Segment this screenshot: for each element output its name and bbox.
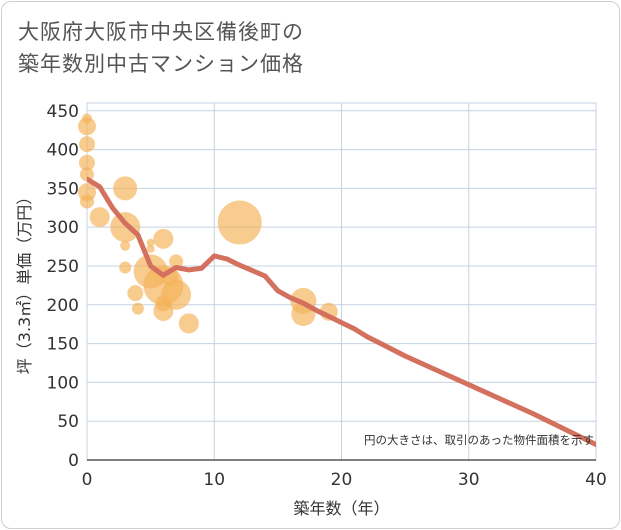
data-bubble — [120, 240, 131, 251]
data-bubble — [78, 117, 96, 136]
data-bubble — [161, 279, 192, 310]
y-tick-label: 300 — [47, 218, 79, 238]
y-tick-label: 450 — [47, 102, 79, 122]
x-tick-label: 20 — [331, 470, 353, 490]
data-bubble — [153, 228, 174, 249]
average-price-line — [87, 176, 596, 447]
y-tick-label: 250 — [47, 257, 79, 277]
data-bubble — [80, 167, 94, 182]
y-tick-label: 100 — [47, 373, 79, 393]
y-tick-label: 0 — [68, 451, 79, 471]
x-axis-label: 築年数（年） — [293, 499, 389, 518]
data-bubble — [119, 261, 132, 274]
data-bubble — [178, 313, 199, 334]
x-tick-label: 0 — [82, 470, 93, 490]
data-bubble — [131, 302, 144, 315]
chart-title-line-1: 大阪府大阪市中央区備後町の — [18, 20, 304, 44]
data-bubble — [113, 176, 138, 201]
data-bubble — [146, 244, 155, 253]
chart-title: 大阪府大阪市中央区備後町の 築年数別中古マンション価格 — [18, 16, 304, 80]
data-bubble — [169, 254, 184, 269]
x-tick-label: 10 — [203, 470, 225, 490]
y-tick-label: 400 — [47, 141, 79, 161]
data-bubble — [127, 285, 144, 302]
data-bubble — [79, 136, 95, 153]
bubble-size-note: 円の大きさは、取引のあった物件面積を示す — [364, 433, 594, 447]
x-tick-label: 40 — [585, 470, 607, 490]
data-bubble — [217, 200, 262, 245]
y-tick-label: 350 — [47, 179, 79, 199]
axes: 0 50 100 150 200 250 300 350 400 450 0 10 20 30 40 — [47, 102, 607, 490]
y-axis-label: 坪（3.3㎡）単価（万円） — [15, 189, 34, 374]
chart-title-line-2: 築年数別中古マンション価格 — [18, 52, 304, 76]
y-tick-label: 150 — [47, 335, 79, 355]
data-bubble — [146, 238, 155, 247]
data-bubble — [79, 154, 95, 171]
data-bubble — [89, 207, 110, 228]
data-bubble — [80, 194, 94, 209]
y-tick-label: 50 — [57, 412, 79, 432]
y-tick-label: 200 — [47, 296, 79, 316]
average-line-path — [87, 176, 596, 447]
data-bubble — [110, 212, 141, 243]
x-tick-label: 30 — [458, 470, 480, 490]
